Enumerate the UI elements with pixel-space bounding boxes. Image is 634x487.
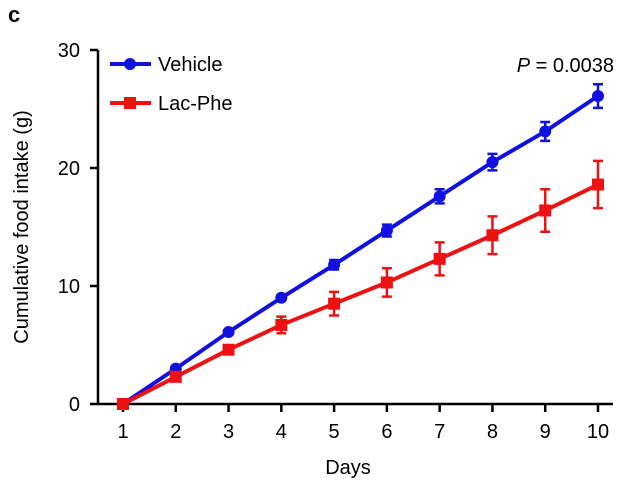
- data-point: [486, 156, 499, 169]
- legend-label-lac-phe: Lac-Phe: [158, 93, 233, 115]
- data-point: [328, 297, 341, 310]
- panel-label: c: [8, 2, 20, 27]
- legend-marker-lac-phe: [124, 97, 136, 109]
- series-vehicle: [117, 82, 604, 410]
- x-tick-label: 5: [329, 421, 340, 443]
- y-tick-label: 10: [58, 276, 80, 298]
- data-point: [169, 370, 182, 383]
- p-value-annotation: P = 0.0038: [517, 55, 614, 77]
- x-tick-label: 9: [540, 421, 551, 443]
- y-tick-label: 0: [69, 394, 80, 416]
- data-point: [222, 326, 235, 339]
- data-point: [328, 258, 341, 271]
- data-point: [380, 276, 393, 289]
- data-point: [117, 398, 129, 410]
- data-point: [592, 90, 604, 103]
- data-point: [380, 224, 393, 237]
- y-tick-label: 20: [58, 158, 80, 180]
- data-point: [222, 343, 235, 356]
- data-point: [539, 125, 552, 138]
- series-line-lac-phe: [122, 182, 599, 406]
- legend-marker-vehicle: [124, 58, 136, 70]
- data-point: [433, 190, 446, 203]
- legend-label-vehicle: Vehicle: [158, 54, 223, 76]
- data-point: [433, 252, 446, 265]
- x-axis-label: Days: [325, 457, 371, 479]
- x-tick-label: 1: [117, 421, 128, 443]
- data-point: [275, 291, 288, 304]
- x-tick-label: 10: [587, 421, 609, 443]
- x-tick-label: 3: [223, 421, 234, 443]
- x-tick-label: 4: [276, 421, 287, 443]
- x-tick-label: 7: [434, 421, 445, 443]
- data-point: [539, 204, 552, 217]
- x-tick-label: 8: [487, 421, 498, 443]
- y-tick-label: 30: [58, 40, 80, 62]
- data-point: [486, 229, 499, 242]
- data-point: [592, 178, 604, 191]
- x-tick-label: 2: [170, 421, 181, 443]
- x-tick-label: 6: [381, 421, 392, 443]
- series-lac-phe: [117, 159, 604, 410]
- data-point: [275, 318, 288, 331]
- y-axis-label: Cumulative food intake (g): [11, 110, 33, 343]
- series-line-vehicle: [121, 94, 600, 406]
